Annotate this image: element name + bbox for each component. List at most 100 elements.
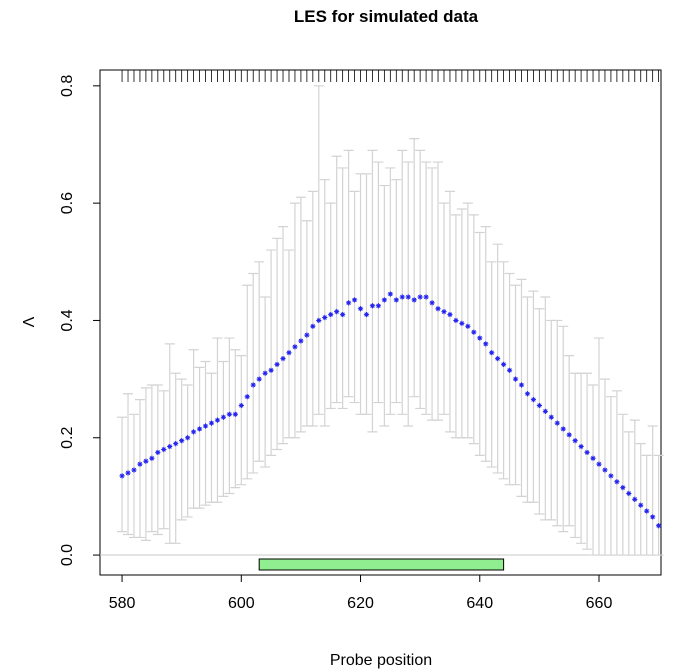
x-axis-label: Probe position	[330, 652, 432, 669]
point	[304, 332, 310, 338]
point	[280, 355, 286, 362]
error-bar	[391, 179, 402, 404]
point	[286, 350, 292, 356]
point	[357, 306, 364, 312]
point	[560, 426, 566, 432]
point	[626, 490, 632, 497]
error-bar	[427, 167, 438, 421]
x-tick-label: 640	[466, 595, 493, 612]
point	[417, 294, 423, 300]
point	[429, 300, 435, 306]
error-bar	[278, 226, 289, 445]
error-bar	[421, 161, 432, 415]
error-bar	[468, 214, 479, 445]
error-bar	[510, 284, 521, 486]
error-bar	[355, 173, 366, 415]
error-bar	[158, 390, 169, 530]
point	[244, 394, 250, 400]
error-bar	[444, 190, 455, 433]
error-bar	[254, 261, 265, 462]
error-bar	[373, 161, 384, 404]
error-bar	[349, 190, 360, 404]
x-tick-label: 580	[109, 595, 136, 612]
point	[530, 397, 537, 403]
point	[381, 297, 387, 303]
error-bar	[307, 190, 318, 427]
point	[602, 467, 608, 473]
point	[369, 303, 376, 309]
point	[405, 294, 411, 300]
error-bar	[397, 149, 408, 415]
point	[298, 338, 304, 344]
error-bar	[140, 387, 151, 541]
point	[423, 294, 429, 300]
error-bar	[295, 196, 306, 433]
point	[310, 323, 316, 329]
point	[155, 449, 161, 456]
point	[536, 402, 542, 409]
point	[185, 435, 191, 441]
y-axis-label: Λ	[21, 316, 38, 327]
error-bar	[170, 372, 181, 544]
error-bar	[325, 202, 336, 410]
error-bar	[385, 167, 396, 415]
point	[322, 314, 328, 321]
point	[459, 320, 465, 326]
point	[179, 438, 185, 444]
error-bar	[123, 393, 134, 536]
point	[161, 446, 167, 453]
point	[578, 443, 584, 450]
point	[256, 376, 262, 382]
point	[524, 391, 531, 397]
point	[268, 367, 274, 373]
y-tick-label: 0.8	[59, 75, 76, 97]
error-bar	[361, 173, 372, 415]
error-bar	[301, 220, 312, 427]
point	[489, 350, 495, 356]
error-bar	[248, 272, 259, 474]
error-bar	[272, 237, 283, 451]
error-bar	[570, 372, 581, 539]
point	[346, 300, 352, 306]
error-bar	[546, 319, 557, 521]
y-tick-label: 0.4	[59, 309, 76, 331]
error-bar	[266, 249, 277, 456]
error-bar	[534, 308, 545, 515]
point	[572, 438, 578, 444]
error-bar	[498, 261, 509, 480]
error-bar	[176, 378, 187, 521]
error-bar	[337, 167, 348, 410]
point	[518, 382, 525, 388]
error-bar	[218, 360, 229, 498]
point	[190, 429, 197, 435]
point	[453, 317, 459, 324]
point	[411, 297, 417, 303]
point	[483, 341, 489, 347]
error-bar	[409, 138, 420, 398]
point	[220, 414, 227, 420]
point	[143, 458, 149, 464]
point	[465, 323, 471, 329]
error-bar	[331, 155, 342, 404]
point	[334, 309, 340, 315]
error-bar	[283, 249, 294, 439]
error-bar	[379, 184, 390, 427]
error-bar	[576, 372, 587, 544]
point	[250, 382, 256, 388]
point	[441, 309, 447, 315]
error-bar	[462, 202, 473, 439]
point	[548, 414, 554, 420]
error-bar	[611, 390, 622, 556]
error-bar	[367, 149, 378, 433]
point	[202, 423, 209, 429]
point	[262, 370, 268, 376]
point	[167, 443, 173, 450]
point	[632, 496, 638, 502]
point	[226, 411, 232, 417]
error-bar	[343, 149, 354, 398]
point	[149, 455, 155, 461]
error-bar	[486, 261, 497, 468]
error-bar	[194, 366, 205, 509]
point	[131, 467, 137, 473]
